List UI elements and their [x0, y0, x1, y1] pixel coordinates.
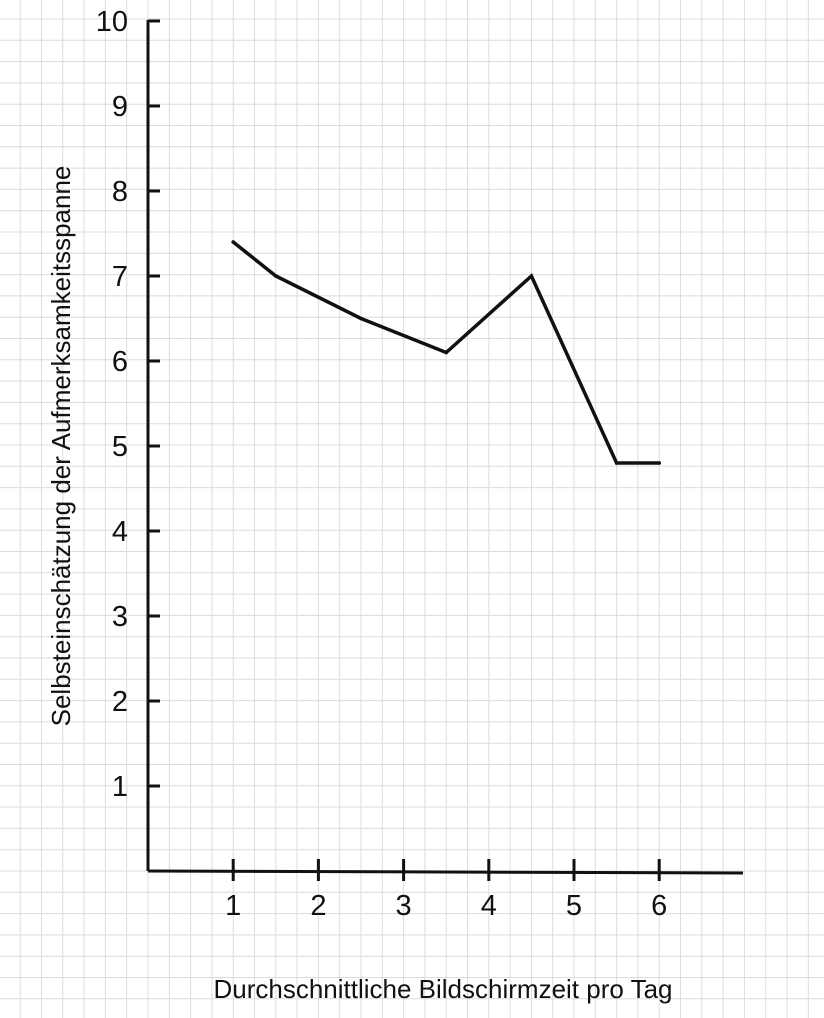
- x-tick-label: 3: [396, 890, 412, 922]
- x-axis-ticks: 1 2 3 4 5 6: [225, 859, 667, 922]
- data-point: [529, 274, 534, 278]
- y-axis-title: Selbsteinschätzung der Aufmerksamkeitssp…: [46, 166, 76, 727]
- x-tick-label: 5: [566, 890, 582, 922]
- x-axis-title: Durchschnittliche Bildschirmzeit pro Tag: [213, 974, 672, 1004]
- y-tick-label: 5: [112, 431, 128, 463]
- y-tick-label: 2: [112, 686, 128, 718]
- y-tick-label: 10: [96, 6, 128, 38]
- y-tick-label: 8: [112, 176, 128, 208]
- x-tick-label: 2: [310, 890, 326, 922]
- y-tick-label: 6: [112, 346, 128, 378]
- x-tick-label: 1: [225, 890, 241, 922]
- series-group: [231, 240, 661, 465]
- x-axis-line: [147, 869, 744, 875]
- y-tick-label: 1: [112, 771, 128, 803]
- axes: [146, 20, 744, 875]
- x-tick-label: 6: [651, 890, 667, 922]
- y-axis-ticks: 1 2 3 4 5 6 7 8 9 10: [96, 6, 160, 803]
- y-tick-label: 4: [112, 516, 128, 548]
- data-point: [657, 461, 661, 465]
- x-tick-label: 4: [481, 890, 497, 922]
- y-tick-label: 3: [112, 601, 128, 633]
- data-point: [274, 274, 278, 278]
- data-point: [614, 461, 619, 465]
- data-point: [359, 316, 363, 321]
- y-tick-label: 9: [112, 91, 128, 123]
- data-point: [444, 350, 449, 355]
- y-tick-label: 7: [112, 261, 128, 293]
- data-point: [231, 240, 235, 244]
